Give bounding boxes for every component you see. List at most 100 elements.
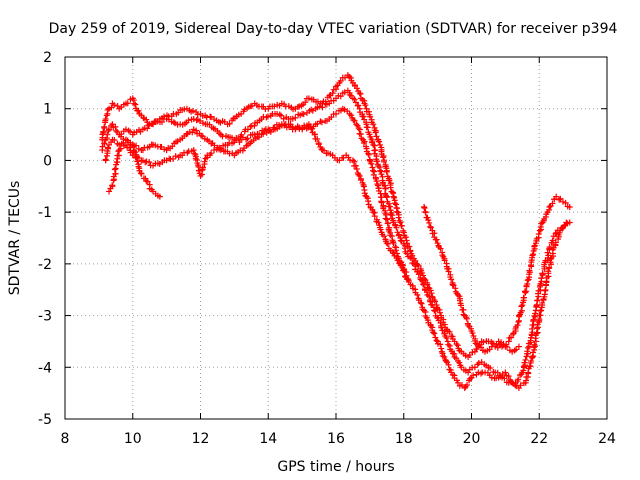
data-point [377, 167, 384, 174]
data-point-fill [387, 184, 394, 191]
data-point-fill [463, 315, 470, 322]
data-point-fill [409, 259, 416, 266]
x-tick-label: 18 [395, 431, 413, 447]
data-point-fill [393, 208, 400, 215]
y-tick-label: -1 [38, 205, 52, 221]
data-point-fill [134, 158, 141, 165]
data-point-fill [425, 217, 432, 224]
data-point-fill [111, 102, 118, 109]
data-point-fill [445, 361, 452, 368]
data-point-fill [520, 294, 527, 301]
data-point-fill [387, 203, 394, 210]
data-point-fill [430, 329, 437, 336]
data-point-fill [443, 334, 450, 341]
series-track-1 [99, 72, 573, 360]
data-point-fill [415, 271, 422, 278]
y-tick-label: 1 [43, 102, 52, 118]
data-point [349, 157, 356, 164]
data-point-fill [518, 303, 525, 310]
data-point-fill [534, 329, 541, 336]
data-point-fill [449, 281, 456, 288]
data-point-fill [369, 164, 376, 171]
x-tick-label: 16 [327, 431, 345, 447]
data-point-fill [420, 281, 427, 288]
data-point-fill [104, 144, 111, 151]
data-point-fill [131, 100, 138, 107]
data-point-fill [466, 352, 473, 359]
data-point-fill [102, 156, 109, 163]
data-point-fill [514, 322, 521, 329]
data-point-fill [552, 239, 559, 246]
data-point-fill [384, 219, 391, 226]
data-point-fill [370, 167, 377, 174]
data-point [448, 276, 455, 283]
data-point-fill [391, 200, 398, 207]
data-point [211, 147, 218, 154]
data-point-fill [326, 92, 333, 99]
data-point-fill [337, 93, 344, 100]
data-point-fill [453, 341, 460, 348]
data-point-fill [130, 148, 137, 155]
data-point-fill [124, 137, 131, 144]
series-track-6 [421, 203, 522, 355]
data-point-fill [437, 341, 444, 348]
data-point-fill [380, 154, 387, 161]
data-point-fill [352, 162, 359, 169]
data-point-fill [503, 343, 510, 350]
data-point [370, 209, 377, 216]
x-tick-label: 12 [192, 431, 210, 447]
data-point-fill [193, 127, 200, 134]
data-point [106, 126, 113, 133]
data-point-fill [112, 123, 119, 130]
x-tick-label: 14 [259, 431, 277, 447]
data-point-fill [437, 245, 444, 252]
data-point [519, 302, 526, 309]
data-point [471, 364, 478, 371]
data-point-fill [362, 102, 369, 109]
data-point-fill [316, 103, 323, 110]
data-point-fill [292, 114, 299, 121]
data-point-fill [458, 382, 465, 389]
data-point-fill [172, 153, 179, 160]
data-point-fill [536, 227, 543, 234]
data-point-fill [378, 171, 385, 178]
data-point [102, 116, 109, 123]
data-point-fill [498, 339, 505, 346]
data-point-fill [389, 238, 396, 245]
data-point-fill [535, 230, 542, 237]
data-point [370, 141, 377, 148]
data-point-fill [443, 357, 450, 364]
data-point-fill [454, 342, 461, 349]
data-point-fill [266, 126, 273, 133]
data-point-fill [547, 256, 554, 263]
data-point-fill [386, 177, 393, 184]
data-point-fill [196, 118, 203, 125]
data-point [190, 147, 197, 154]
data-point-fill [422, 209, 429, 216]
series-track-5 [116, 131, 163, 200]
data-point-fill [406, 243, 413, 250]
x-tick-label: 24 [598, 431, 616, 447]
data-point [505, 338, 512, 345]
data-point-fill [364, 124, 371, 131]
data-point-fill [144, 125, 151, 132]
data-point-fill [191, 150, 198, 157]
data-point-fill [365, 151, 372, 158]
data-point-fill [393, 224, 400, 231]
data-point [515, 343, 522, 350]
data-point-fill [264, 113, 271, 120]
data-point-fill [392, 247, 399, 254]
data-point-fill [126, 144, 133, 151]
data-point [305, 95, 312, 102]
data-point [502, 369, 509, 376]
data-point-fill [296, 124, 303, 131]
y-tick-label: 0 [43, 153, 52, 169]
data-point-fill [556, 196, 563, 203]
data-point-fill [546, 264, 553, 271]
data-point-fill [360, 140, 367, 147]
data-point-fill [350, 117, 357, 124]
data-point-fill [353, 165, 360, 172]
data-point-fill [532, 343, 539, 350]
data-point [190, 116, 197, 123]
data-point-fill [109, 182, 116, 189]
